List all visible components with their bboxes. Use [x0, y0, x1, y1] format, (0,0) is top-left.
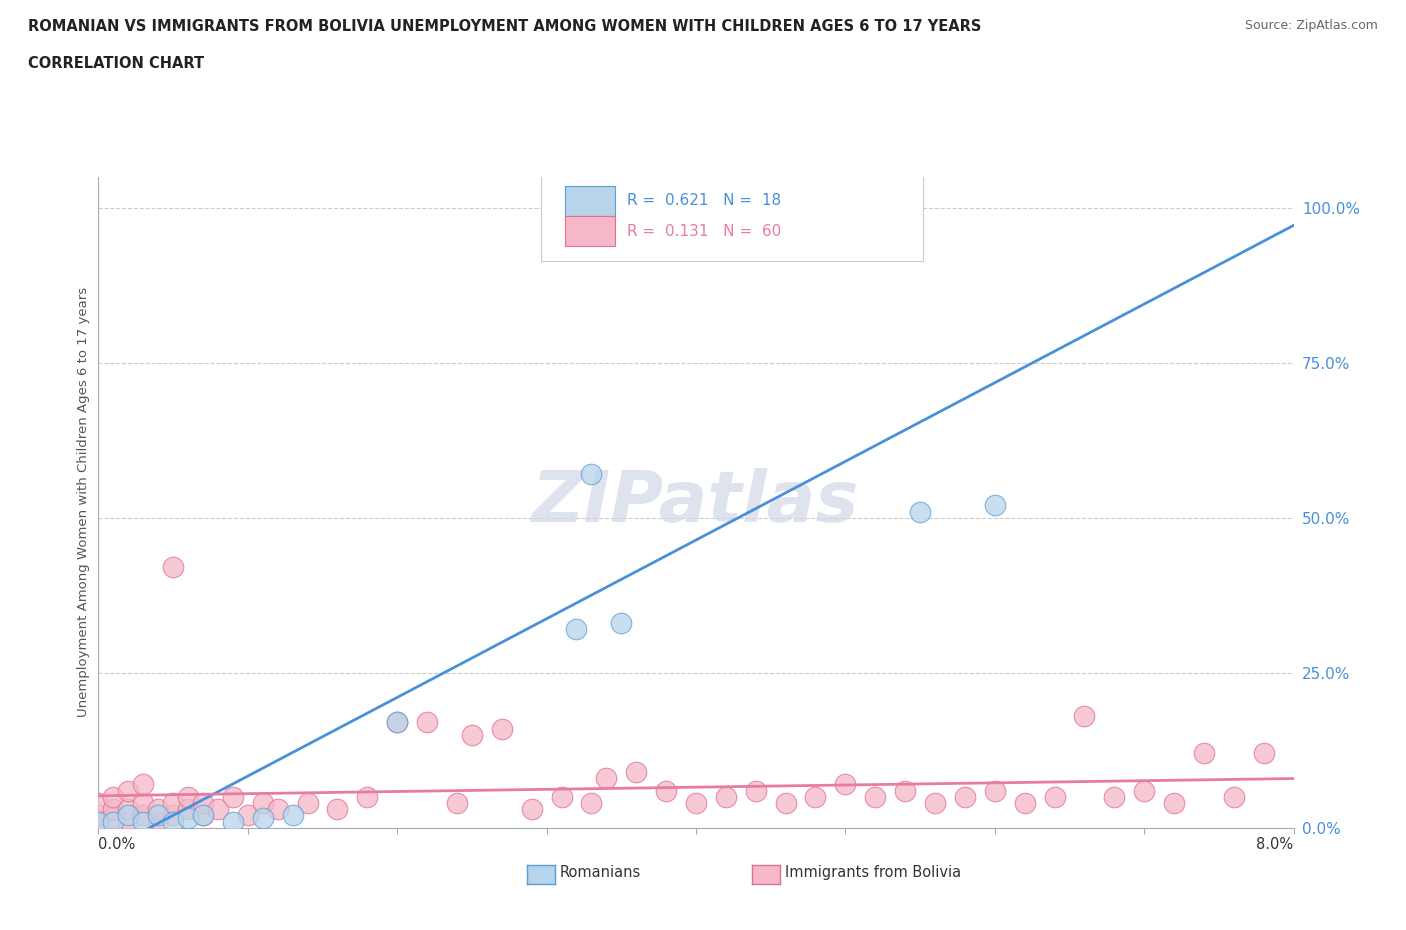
Point	[416, 715, 439, 730]
Point	[132, 795, 155, 810]
Text: R =  0.131   N =  60: R = 0.131 N = 60	[627, 224, 780, 239]
Point	[356, 790, 378, 804]
Point	[191, 808, 214, 823]
Point	[191, 808, 214, 823]
Point	[804, 790, 827, 804]
Point	[804, 200, 827, 215]
Point	[103, 802, 125, 817]
Text: 8.0%: 8.0%	[1257, 837, 1294, 852]
Point	[550, 790, 572, 804]
Point	[385, 715, 409, 730]
Point	[267, 802, 290, 817]
Point	[1014, 795, 1036, 810]
Point	[595, 771, 617, 786]
Point	[834, 777, 856, 791]
Point	[148, 808, 170, 823]
Point	[1043, 790, 1066, 804]
Text: R =  0.621   N =  18: R = 0.621 N = 18	[627, 193, 780, 208]
Point	[148, 814, 170, 829]
Point	[714, 790, 737, 804]
Point	[87, 808, 110, 823]
Point	[191, 795, 214, 810]
Point	[132, 808, 155, 823]
Point	[1133, 783, 1156, 798]
Point	[87, 814, 110, 829]
FancyBboxPatch shape	[540, 174, 922, 261]
Point	[1073, 709, 1095, 724]
Text: Romanians: Romanians	[560, 865, 641, 880]
Point	[1192, 746, 1215, 761]
Text: ZIPatlas: ZIPatlas	[533, 468, 859, 537]
Point	[624, 764, 647, 779]
Point	[117, 814, 139, 829]
FancyBboxPatch shape	[565, 217, 614, 246]
Point	[117, 783, 139, 798]
Point	[1102, 790, 1125, 804]
Point	[132, 777, 155, 791]
Point	[103, 811, 125, 826]
Point	[983, 783, 1005, 798]
Text: CORRELATION CHART: CORRELATION CHART	[28, 56, 204, 71]
Point	[924, 795, 946, 810]
Point	[520, 802, 543, 817]
FancyBboxPatch shape	[565, 186, 614, 216]
Point	[222, 814, 245, 829]
Point	[983, 498, 1005, 512]
Point	[162, 795, 184, 810]
Point	[655, 783, 678, 798]
Point	[252, 811, 274, 826]
Text: Immigrants from Bolivia: Immigrants from Bolivia	[785, 865, 960, 880]
Point	[162, 814, 184, 829]
Point	[117, 802, 139, 817]
Point	[461, 727, 484, 742]
Point	[1222, 790, 1246, 804]
Point	[236, 808, 259, 823]
Point	[610, 616, 633, 631]
Point	[953, 790, 976, 804]
Point	[581, 467, 603, 482]
Point	[297, 795, 319, 810]
Point	[775, 795, 797, 810]
Point	[565, 622, 588, 637]
Point	[103, 814, 125, 829]
Point	[863, 790, 886, 804]
Point	[177, 802, 200, 817]
Point	[207, 802, 229, 817]
Point	[177, 811, 200, 826]
Point	[326, 802, 349, 817]
Point	[446, 795, 468, 810]
Point	[148, 802, 170, 817]
Point	[132, 814, 155, 829]
Point	[117, 808, 139, 823]
Point	[222, 790, 245, 804]
Point	[385, 715, 409, 730]
Point	[281, 808, 304, 823]
Point	[745, 783, 768, 798]
Point	[908, 504, 931, 519]
Text: 0.0%: 0.0%	[98, 837, 135, 852]
Point	[685, 795, 707, 810]
Point	[162, 560, 184, 575]
Point	[894, 783, 917, 798]
Point	[87, 795, 110, 810]
Text: ROMANIAN VS IMMIGRANTS FROM BOLIVIA UNEMPLOYMENT AMONG WOMEN WITH CHILDREN AGES : ROMANIAN VS IMMIGRANTS FROM BOLIVIA UNEM…	[28, 19, 981, 33]
Point	[87, 814, 110, 829]
Text: Source: ZipAtlas.com: Source: ZipAtlas.com	[1244, 19, 1378, 32]
Point	[491, 721, 513, 736]
Point	[252, 795, 274, 810]
Point	[103, 790, 125, 804]
Y-axis label: Unemployment Among Women with Children Ages 6 to 17 years: Unemployment Among Women with Children A…	[77, 287, 90, 717]
Point	[1163, 795, 1185, 810]
Point	[162, 808, 184, 823]
Point	[177, 790, 200, 804]
Point	[581, 795, 603, 810]
Point	[1253, 746, 1275, 761]
